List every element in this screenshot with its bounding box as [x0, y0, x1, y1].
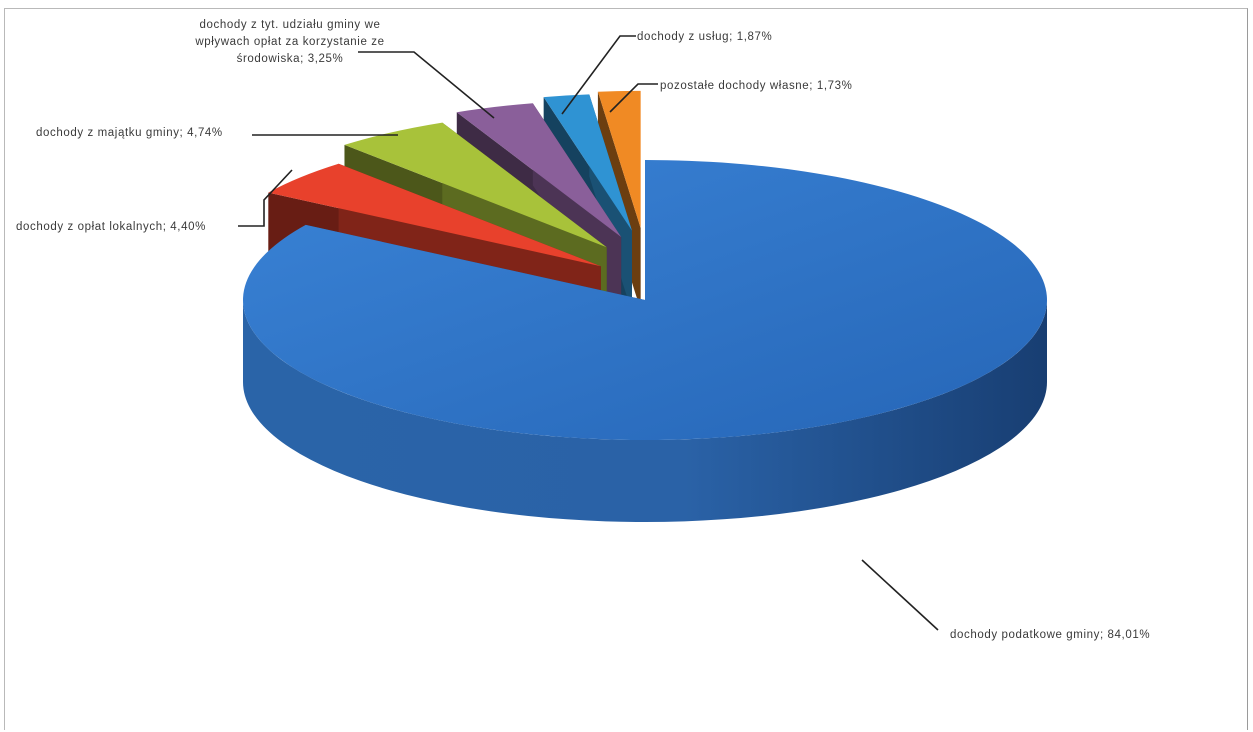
- pie-slice-top: [456, 103, 622, 237]
- data-label: środowiska; 3,25%: [237, 53, 344, 65]
- pie-slice-top: [242, 160, 1047, 441]
- leader-line: [861, 559, 939, 631]
- pie-slice-top: [597, 90, 641, 229]
- leader-line: [561, 35, 636, 115]
- pie-slice-top: [543, 94, 633, 231]
- leader-line: [609, 83, 658, 113]
- data-label: dochody z tyt. udziału gminy we: [200, 19, 381, 31]
- pie-slice-top: [344, 122, 607, 248]
- data-label: dochody podatkowe gminy; 84,01%: [950, 629, 1150, 641]
- data-label: dochody z majątku gminy; 4,74%: [36, 127, 223, 139]
- leader-line: [358, 51, 495, 119]
- pie-slice-side: [243, 300, 1047, 522]
- pie-slice-top: [268, 163, 601, 267]
- data-label: pozostałe dochody własne; 1,73%: [660, 80, 853, 92]
- data-label: dochody z opłat lokalnych; 4,40%: [16, 221, 206, 233]
- pie-slice-1: [242, 160, 1047, 522]
- data-label: dochody z usług; 1,87%: [637, 31, 772, 43]
- leader-line: [238, 169, 293, 227]
- data-label: wpływach opłat za korzystanie ze: [194, 36, 384, 48]
